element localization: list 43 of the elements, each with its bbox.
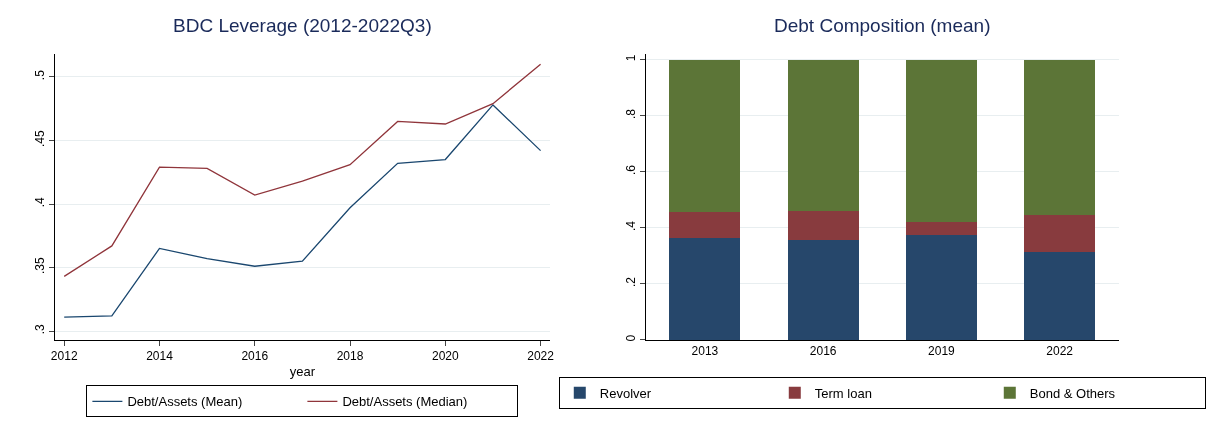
- y-tick-label: .3: [32, 323, 47, 335]
- x-tick-label: 2016: [241, 349, 269, 364]
- x-tick-label: 2016: [809, 344, 837, 359]
- legend-label: Debt/Assets (Median): [342, 394, 468, 410]
- bar: [787, 210, 859, 240]
- legend-label: Term loan: [814, 385, 872, 401]
- x-tick-label: 2018: [336, 349, 364, 364]
- bar: [669, 59, 741, 213]
- chart-title: Debt Composition (mean): [774, 15, 991, 36]
- y-tick-label: 1: [624, 54, 639, 62]
- legend-label: Revolver: [599, 385, 652, 401]
- y-tick-label: .5: [32, 69, 47, 81]
- chart-title: BDC Leverage (2012-2022Q3): [173, 15, 432, 36]
- bar: [905, 59, 977, 222]
- bar: [669, 212, 741, 238]
- bar: [787, 59, 859, 211]
- y-tick-label: .2: [624, 276, 639, 288]
- line-series: [63, 104, 542, 318]
- bar: [905, 235, 977, 340]
- x-tick-label: 2022: [527, 349, 555, 364]
- y-tick-label: .6: [624, 164, 639, 175]
- x-tick-label: 2019: [928, 344, 956, 359]
- x-tick-label: 2022: [1046, 344, 1074, 359]
- y-tick-label: .4: [32, 196, 47, 208]
- line-series: [63, 63, 542, 278]
- bar: [1024, 215, 1096, 252]
- y-tick-label: .45: [32, 130, 47, 148]
- x-axis-title: year: [289, 363, 316, 379]
- x-tick-label: 2013: [691, 344, 719, 359]
- y-tick-label: 0: [624, 334, 639, 342]
- y-tick-label: .8: [624, 108, 639, 119]
- x-tick-label: 2014: [146, 349, 174, 364]
- bar: [669, 237, 741, 340]
- bar: [1024, 251, 1096, 340]
- bar: [1024, 59, 1096, 216]
- x-tick-label: 2012: [50, 349, 78, 364]
- x-tick-label: 2020: [431, 349, 459, 364]
- legend-label: Debt/Assets (Mean): [127, 394, 243, 410]
- y-tick-label: .4: [624, 220, 639, 232]
- legend-label: Bond & Others: [1029, 385, 1116, 401]
- bar: [787, 239, 859, 340]
- bar: [905, 221, 977, 236]
- y-tick-label: .35: [32, 257, 47, 275]
